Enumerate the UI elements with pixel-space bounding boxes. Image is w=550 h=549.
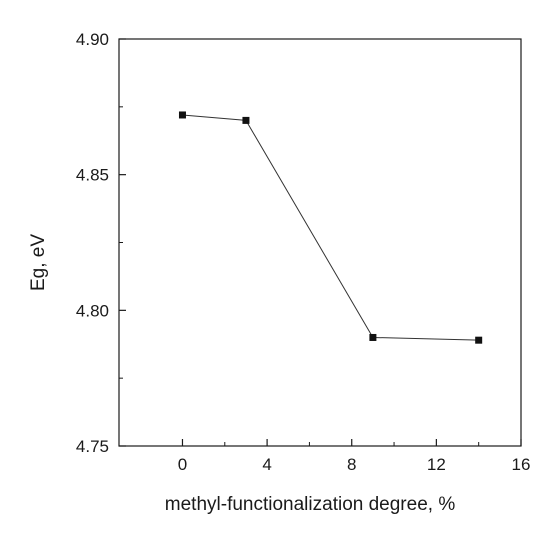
data-point	[178, 111, 186, 119]
y-tick-label: 4.80	[76, 301, 109, 320]
x-tick-label: 8	[347, 455, 356, 474]
y-axis-ticks: 4.75 4.80 4.85 4.90	[76, 30, 126, 456]
x-tick-label: 0	[178, 455, 187, 474]
series-layer	[178, 111, 483, 344]
y-tick-label: 4.75	[76, 437, 109, 456]
x-tick-label: 16	[512, 455, 531, 474]
x-axis-label: methyl-functionalization degree, %	[165, 494, 456, 515]
data-point	[475, 336, 483, 344]
series-line	[182, 114, 479, 341]
y-tick-label: 4.85	[76, 166, 109, 185]
x-tick-label: 4	[262, 455, 271, 474]
x-axis-ticks: 0 4 8 12 16	[178, 439, 531, 474]
x-tick-label: 12	[427, 455, 446, 474]
y-tick-label: 4.90	[76, 30, 109, 49]
data-point	[369, 333, 377, 341]
y-axis-label: Eg, eV	[28, 234, 49, 291]
plot-frame	[118, 38, 522, 447]
data-point	[242, 116, 250, 124]
